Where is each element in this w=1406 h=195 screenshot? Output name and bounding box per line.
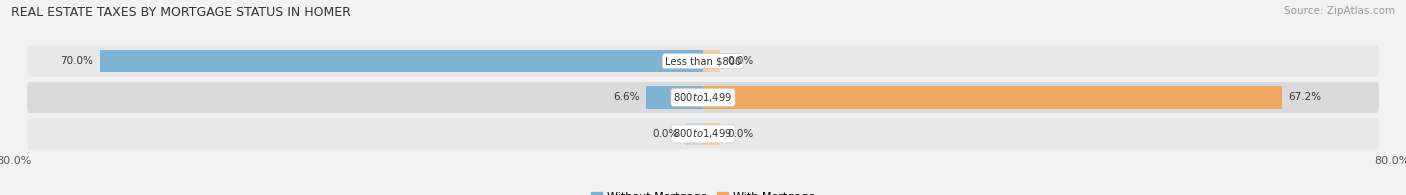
Bar [703, 50, 720, 72]
Text: 67.2%: 67.2% [1289, 92, 1322, 103]
Text: 70.0%: 70.0% [60, 56, 93, 66]
Text: 0.0%: 0.0% [727, 56, 754, 66]
Text: 6.6%: 6.6% [613, 92, 640, 103]
Legend: Without Mortgage, With Mortgage: Without Mortgage, With Mortgage [586, 188, 820, 195]
Bar [686, 123, 703, 145]
FancyBboxPatch shape [27, 45, 1379, 77]
Bar [703, 86, 1282, 109]
Text: $800 to $1,499: $800 to $1,499 [673, 91, 733, 104]
Text: Less than $800: Less than $800 [665, 56, 741, 66]
Text: $800 to $1,499: $800 to $1,499 [673, 127, 733, 140]
FancyBboxPatch shape [27, 118, 1379, 150]
Text: 0.0%: 0.0% [727, 129, 754, 139]
Bar [703, 123, 720, 145]
Text: REAL ESTATE TAXES BY MORTGAGE STATUS IN HOMER: REAL ESTATE TAXES BY MORTGAGE STATUS IN … [11, 6, 352, 19]
Text: 0.0%: 0.0% [652, 129, 679, 139]
Text: Source: ZipAtlas.com: Source: ZipAtlas.com [1284, 6, 1395, 16]
Bar [647, 86, 703, 109]
Bar [100, 50, 703, 72]
FancyBboxPatch shape [27, 82, 1379, 113]
